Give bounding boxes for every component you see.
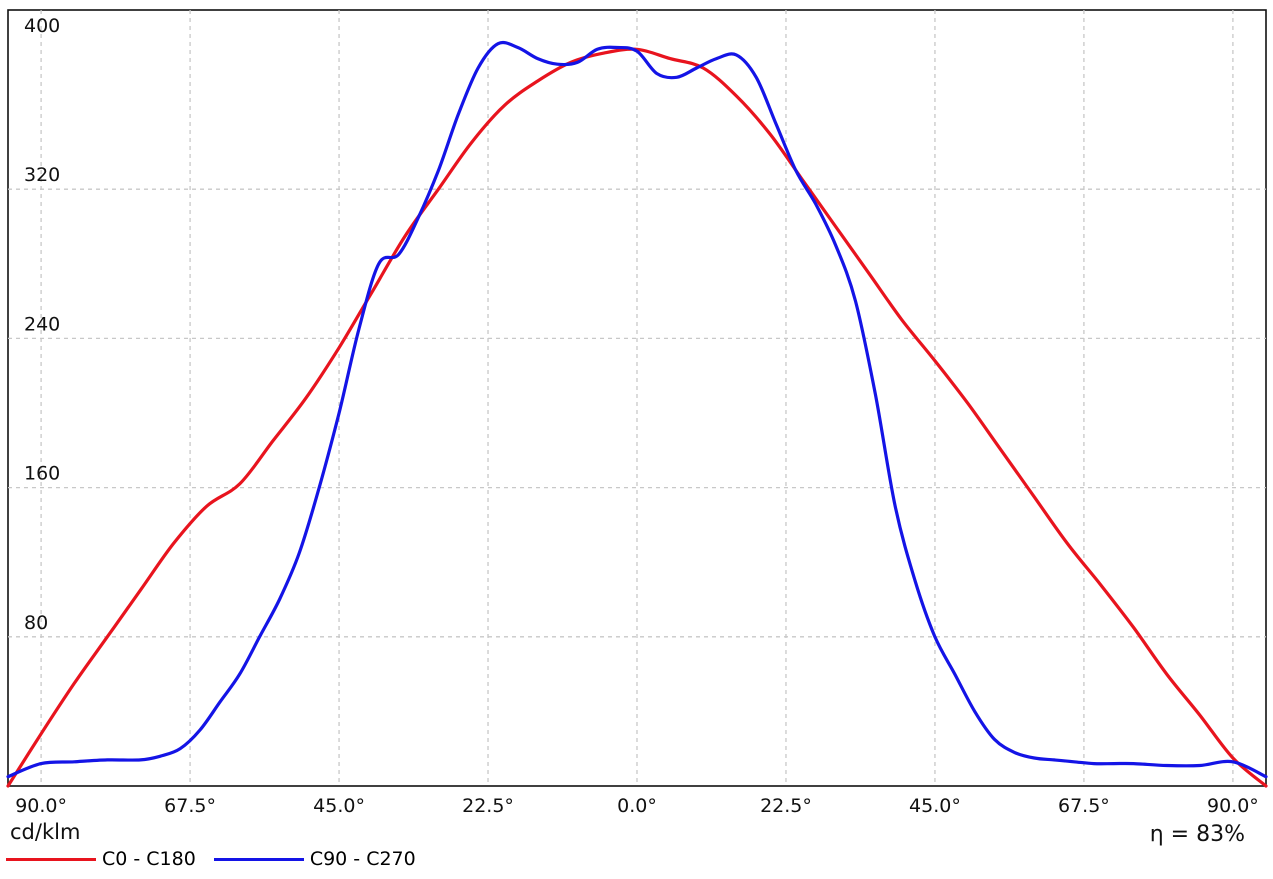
x-tick-label: 22.5°	[760, 795, 812, 817]
y-tick-label: 160	[24, 463, 60, 485]
legend-item-c90-c270: C90 - C270	[213, 848, 416, 870]
grid-layer	[8, 10, 1266, 786]
x-tick-label: 0.0°	[617, 795, 657, 817]
x-tick-label: 45.0°	[313, 795, 365, 817]
x-tick-label: 67.5°	[164, 795, 216, 817]
y-tick-label: 240	[24, 313, 60, 335]
y-tick-label: 80	[24, 612, 48, 634]
legend-swatch-c90-c270	[213, 857, 304, 861]
y-tick-label: 400	[24, 15, 60, 37]
x-axis-ticks: 90.0° 67.5° 45.0° 22.5° 0.0° 22.5° 45.0° 67.5° 9…	[15, 795, 1259, 817]
x-tick-label: 67.5°	[1058, 795, 1110, 817]
x-tick-label: 45.0°	[909, 795, 961, 817]
x-tick-label: 22.5°	[462, 795, 514, 817]
y-tick-label: 320	[24, 164, 60, 186]
legend: C0 - C180 C90 - C270	[6, 848, 434, 870]
series-line-c0-c180	[6, 47, 1268, 788]
legend-item-c0-c180: C0 - C180	[6, 848, 196, 870]
legend-label-c90-c270: C90 - C270	[309, 848, 416, 870]
legend-label-c0-c180: C0 - C180	[102, 848, 196, 870]
legend-swatch-c0-c180	[6, 857, 96, 861]
efficiency-annotation: η = 83%	[1149, 822, 1245, 847]
x-tick-label: 90.0°	[1207, 795, 1259, 817]
y-axis-ticks: 80 160 240 320 400	[24, 15, 60, 634]
y-axis-unit-label: cd/klm	[10, 820, 81, 844]
series-layer	[6, 40, 1268, 788]
series-line-c90-c270	[6, 40, 1268, 779]
x-tick-label: 90.0°	[15, 795, 67, 817]
